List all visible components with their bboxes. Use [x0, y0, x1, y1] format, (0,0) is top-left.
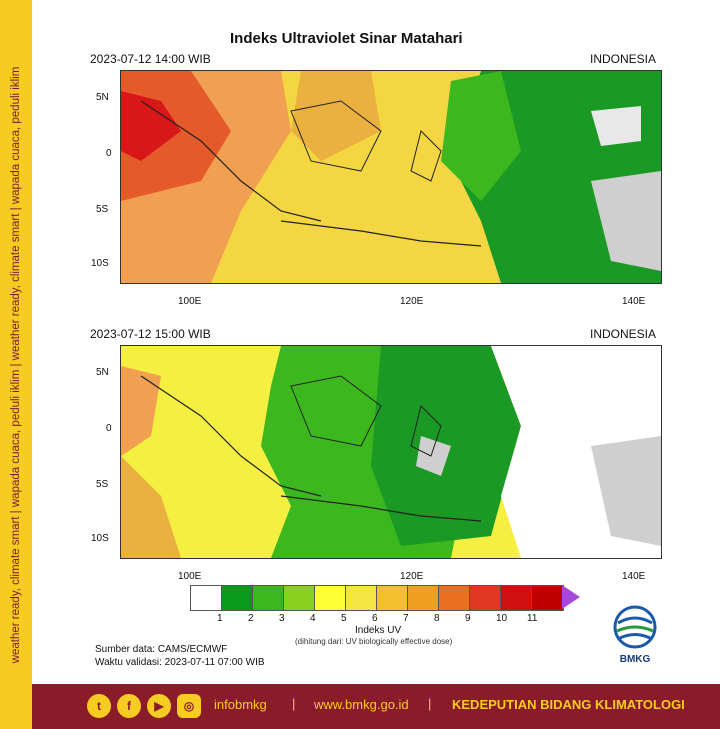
lat-tick: 5S	[96, 204, 109, 215]
source-info: Sumber data: CAMS/ECMWF Waktu validasi: …	[95, 643, 265, 669]
legend-label: 8	[434, 613, 440, 624]
legend-label: 5	[341, 613, 347, 624]
panel-region: INDONESIA	[589, 327, 656, 341]
legend-label: 3	[279, 613, 285, 624]
social-handle[interactable]: infobmkg	[214, 697, 267, 712]
lat-tick: 10S	[91, 533, 109, 544]
legend-label: 11	[527, 613, 538, 624]
bmkg-logo: BMKG	[610, 605, 660, 665]
panel-timestamp: 2023-07-12 14:00 WIB	[90, 52, 211, 66]
panel-timestamp: 2023-07-12 15:00 WIB	[90, 327, 211, 341]
borneo-coast	[290, 375, 382, 447]
legend-label: 6	[372, 613, 378, 624]
legend-swatch	[222, 586, 253, 610]
map-panel-1: 2023-07-12 14:00 WIB INDONESIA 5N 0 5S 1…	[82, 52, 662, 312]
orange-zone	[121, 366, 161, 456]
lat-tick: 0	[106, 148, 112, 159]
borneo-coast	[290, 100, 382, 172]
legend-swatch	[191, 586, 222, 610]
red-zone-strong	[121, 91, 181, 161]
validation-time: Waktu validasi: 2023-07-11 07:00 WIB	[95, 657, 265, 668]
uv-map-2	[120, 345, 662, 559]
lon-tick: 100E	[178, 296, 202, 307]
legend-colorbar	[190, 585, 564, 611]
orange-zone-2	[291, 71, 381, 161]
sumatra-coast	[140, 100, 322, 222]
legend-title: Indeks UV	[355, 625, 402, 636]
uv-map-1	[120, 70, 662, 284]
legend-swatch	[470, 586, 501, 610]
legend-label: 9	[465, 613, 471, 624]
instagram-icon[interactable]: ◎	[177, 694, 201, 718]
sulawesi-coast	[410, 130, 442, 182]
legend-swatch	[532, 586, 563, 610]
uv-legend: 1 2 3 4 5 6 7 8 9 10 11 Indeks UV (dihitung dari: …	[190, 585, 580, 646]
java-coast	[280, 220, 482, 247]
legend-label: 2	[248, 613, 254, 624]
legend-label: 4	[310, 613, 316, 624]
legend-subtitle: (dihitung dari: UV biologically effectiv…	[295, 637, 453, 646]
lat-tick: 5N	[96, 92, 109, 103]
separator: |	[292, 696, 296, 711]
legend-swatch	[501, 586, 532, 610]
twitter-icon[interactable]: t	[87, 694, 111, 718]
lat-tick: 5N	[96, 367, 109, 378]
bmkg-emblem-icon	[613, 605, 657, 649]
lat-tick: 0	[106, 423, 112, 434]
legend-label: 7	[403, 613, 409, 624]
java-coast	[280, 495, 482, 522]
legend-swatch	[439, 586, 470, 610]
page-title: Indeks Ultraviolet Sinar Matahari	[230, 30, 463, 47]
papua-land	[591, 171, 661, 271]
logo-text: BMKG	[619, 654, 651, 665]
panel-region: INDONESIA	[589, 52, 656, 66]
side-strip: weather ready, climate smart | wapada cu…	[0, 0, 32, 729]
cloud-patch	[591, 106, 641, 146]
facebook-icon[interactable]: f	[117, 694, 141, 718]
department-name: KEDEPUTIAN BIDANG KLIMATOLOGI	[452, 697, 685, 712]
legend-swatch	[253, 586, 284, 610]
legend-arrow	[562, 585, 580, 609]
lon-tick: 120E	[400, 296, 424, 307]
legend-swatch	[377, 586, 408, 610]
website-link[interactable]: www.bmkg.go.id	[314, 697, 409, 712]
legend-label: 10	[496, 613, 508, 624]
map-panel-2: 2023-07-12 15:00 WIB INDONESIA 5N 0 5S 1…	[82, 327, 662, 587]
legend-swatch	[315, 586, 346, 610]
lat-tick: 5S	[96, 479, 109, 490]
sulawesi-coast	[410, 405, 442, 457]
lat-tick: 10S	[91, 258, 109, 269]
separator: |	[428, 696, 432, 711]
side-tagline: weather ready, climate smart | wapada cu…	[10, 66, 22, 664]
lon-tick: 120E	[400, 571, 424, 582]
sulawesi-land	[416, 436, 451, 476]
source-data: Sumber data: CAMS/ECMWF	[95, 644, 228, 655]
papua-land	[591, 436, 661, 546]
legend-swatch	[284, 586, 315, 610]
footer-bar: t f ▶ ◎ infobmkg | www.bmkg.go.id | KEDE…	[32, 684, 720, 729]
legend-swatch	[346, 586, 377, 610]
youtube-icon[interactable]: ▶	[147, 694, 171, 718]
orange-zone-2	[121, 456, 181, 558]
light-green-zone	[441, 71, 521, 201]
legend-label: 1	[217, 613, 223, 624]
lon-tick: 140E	[622, 296, 646, 307]
lon-tick: 140E	[622, 571, 646, 582]
legend-swatch	[408, 586, 439, 610]
sumatra-coast	[140, 375, 322, 497]
lon-tick: 100E	[178, 571, 202, 582]
